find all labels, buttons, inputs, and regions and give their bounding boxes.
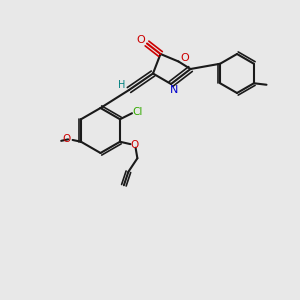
Text: O: O — [181, 53, 190, 64]
Text: Cl: Cl — [133, 107, 143, 117]
Text: O: O — [130, 140, 139, 150]
Text: O: O — [62, 134, 70, 144]
Text: H: H — [118, 80, 125, 91]
Text: N: N — [170, 85, 178, 95]
Text: O: O — [136, 34, 146, 45]
